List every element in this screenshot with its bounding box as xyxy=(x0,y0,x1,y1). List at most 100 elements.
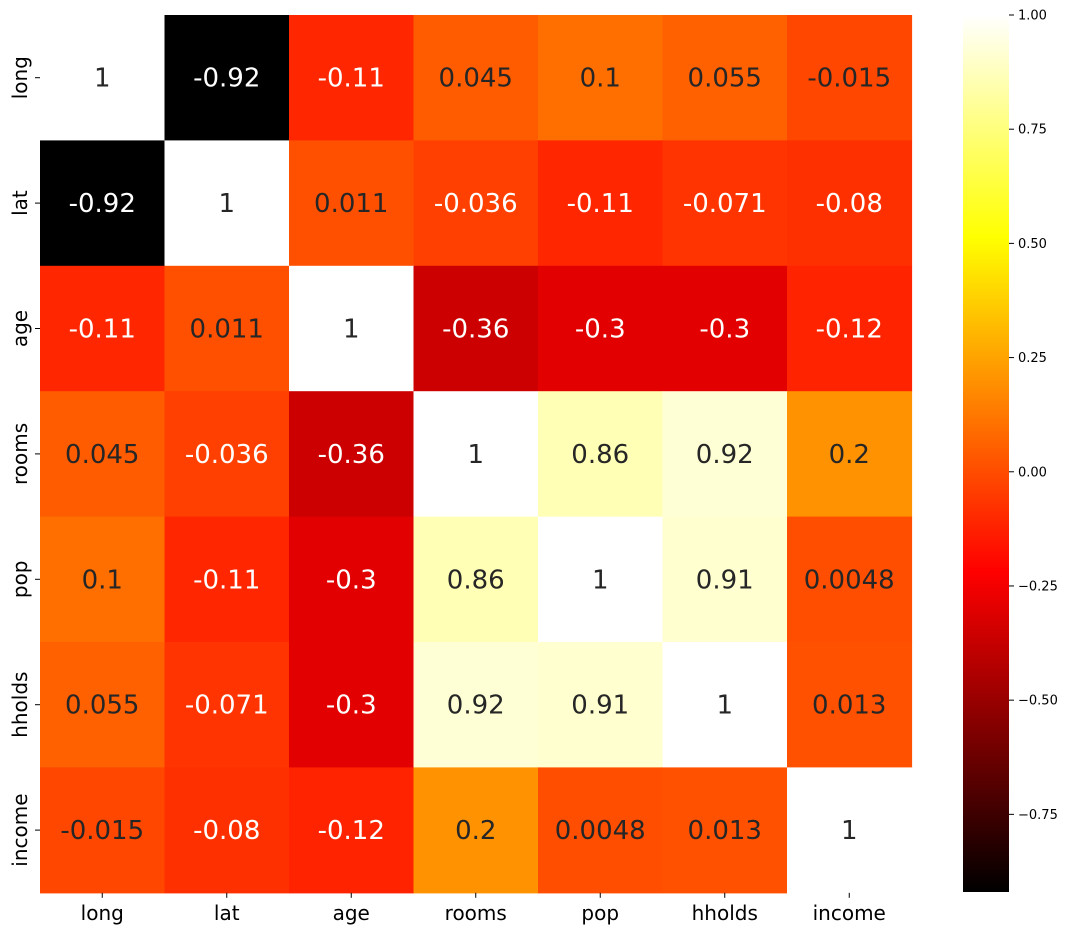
colorbar-tick-label: −0.75 xyxy=(1018,808,1058,823)
cell-value-label: -0.92 xyxy=(69,189,136,219)
cell-value-label: -0.11 xyxy=(318,64,385,94)
y-tick-label: lat xyxy=(8,190,32,216)
x-tick-label: pop xyxy=(581,901,619,925)
heatmap-cell-income-income xyxy=(787,767,913,894)
heatmap-cell-lat-lat xyxy=(164,140,290,267)
heatmap-cell-income-age xyxy=(289,767,415,894)
heatmap-cell-age-hholds xyxy=(662,265,788,392)
heatmap-cell-pop-pop xyxy=(538,516,664,643)
cell-value-label: -0.015 xyxy=(807,64,891,94)
colorbar: 1.00 0.75 0.50 0.25 0.00 −0.25 −0.50 −0.75 xyxy=(963,9,1058,892)
cell-value-label: -0.36 xyxy=(442,315,509,345)
heatmap-cell-rooms-hholds xyxy=(662,391,788,518)
cell-value-label: -0.036 xyxy=(185,440,269,470)
x-tick-label: rooms xyxy=(445,901,507,925)
cell-value-label: 0.2 xyxy=(455,816,496,846)
heatmap-cell-hholds-pop xyxy=(538,642,664,768)
heatmap-cell-long-long xyxy=(40,15,166,141)
heatmap-cell-long-lat xyxy=(164,15,290,141)
cell-value-label: 0.011 xyxy=(190,315,264,345)
heatmap-cell-long-age xyxy=(289,15,415,141)
heatmap-cell-income-lat xyxy=(164,767,290,894)
x-tick-label: long xyxy=(81,901,124,925)
cell-value-label: 0.86 xyxy=(447,565,505,595)
heatmap-cell-lat-long xyxy=(40,140,166,267)
heatmap-cell-age-pop xyxy=(538,265,664,392)
heatmap-cell-income-hholds xyxy=(662,767,788,894)
heatmap-cell-lat-pop xyxy=(538,140,664,267)
y-tick-label: pop xyxy=(8,560,32,598)
heatmap-cell-long-hholds xyxy=(662,15,788,141)
colorbar-tick-label: −0.25 xyxy=(1018,579,1058,594)
cell-value-label: -0.071 xyxy=(683,189,767,219)
cell-value-label: 0.2 xyxy=(829,440,870,470)
heatmap-cell-rooms-rooms xyxy=(413,391,539,518)
colorbar-tick-label: 0.00 xyxy=(1018,465,1047,480)
colorbar-tick-label: 0.50 xyxy=(1018,237,1047,252)
heatmap-cells xyxy=(40,15,913,894)
heatmap-cell-income-rooms xyxy=(413,767,539,894)
cell-value-label: -0.3 xyxy=(326,691,377,721)
cell-value-label: -0.08 xyxy=(816,189,883,219)
cell-value-label: 0.013 xyxy=(688,816,762,846)
cell-value-label: 0.92 xyxy=(447,691,505,721)
cell-value-label: 0.0048 xyxy=(555,816,646,846)
heatmap-cell-age-income xyxy=(787,265,913,392)
colorbar-tick-label: 0.75 xyxy=(1018,123,1047,138)
heatmap-cell-pop-hholds xyxy=(662,516,788,643)
heatmap-cell-hholds-income xyxy=(787,642,913,768)
cell-value-label: 0.1 xyxy=(580,64,621,94)
cell-value-label: 1 xyxy=(841,816,858,846)
y-tick-label: long xyxy=(8,56,32,99)
heatmap-cell-long-income xyxy=(787,15,913,141)
cell-value-label: -0.3 xyxy=(699,315,750,345)
heatmap-cell-hholds-rooms xyxy=(413,642,539,768)
y-tick-label: rooms xyxy=(8,423,32,485)
heatmap-cell-age-rooms xyxy=(413,265,539,392)
cell-value-label: 0.92 xyxy=(696,440,754,470)
heatmap-annotations: 1 -0.92 -0.11 0.045 0.1 0.055 -0.015 -0.92 1 0.01… xyxy=(60,64,894,846)
cell-value-label: 1 xyxy=(343,315,360,345)
heatmap-cell-lat-rooms xyxy=(413,140,539,267)
heatmap-cell-hholds-long xyxy=(40,642,166,768)
heatmap-cell-rooms-pop xyxy=(538,391,664,518)
cell-value-label: 1 xyxy=(592,565,609,595)
cell-value-label: -0.11 xyxy=(193,565,260,595)
cell-value-label: -0.08 xyxy=(193,816,260,846)
cell-value-label: -0.36 xyxy=(318,440,385,470)
heatmap-cell-rooms-income xyxy=(787,391,913,518)
colorbar-tick-label: −0.50 xyxy=(1018,694,1058,709)
cell-value-label: -0.12 xyxy=(318,816,385,846)
x-tick-label: lat xyxy=(214,901,240,925)
cell-value-label: 0.1 xyxy=(82,565,123,595)
cell-value-label: 0.013 xyxy=(812,691,886,721)
cell-value-label: 0.011 xyxy=(314,189,388,219)
heatmap-cell-pop-lat xyxy=(164,516,290,643)
heatmap-cell-long-rooms xyxy=(413,15,539,141)
y-tick-label: hholds xyxy=(8,672,32,738)
y-axis: long lat age rooms pop hholds income xyxy=(8,56,40,867)
heatmap-cell-lat-hholds xyxy=(662,140,788,267)
cell-value-label: -0.015 xyxy=(60,816,144,846)
cell-value-label: -0.036 xyxy=(434,189,518,219)
cell-value-label: 0.055 xyxy=(688,64,762,94)
heatmap-cell-lat-age xyxy=(289,140,415,267)
heatmap-cell-lat-income xyxy=(787,140,913,267)
x-tick-label: income xyxy=(813,901,886,925)
heatmap-cell-pop-rooms xyxy=(413,516,539,643)
heatmap-cell-hholds-hholds xyxy=(662,642,788,768)
cell-value-label: -0.3 xyxy=(575,315,626,345)
cell-value-label: 0.91 xyxy=(571,691,629,721)
heatmap-cell-pop-long xyxy=(40,516,166,643)
cell-value-label: -0.92 xyxy=(193,64,260,94)
heatmap-cell-age-long xyxy=(40,265,166,392)
cell-value-label: 1 xyxy=(218,189,235,219)
heatmap-cell-pop-income xyxy=(787,516,913,643)
heatmap-cell-rooms-age xyxy=(289,391,415,518)
colorbar-gradient xyxy=(963,15,1009,892)
cell-value-label: -0.071 xyxy=(185,691,269,721)
cell-value-label: -0.12 xyxy=(816,315,883,345)
heatmap-cell-rooms-long xyxy=(40,391,166,518)
heatmap-cell-income-long xyxy=(40,767,166,894)
cell-value-label: 1 xyxy=(716,691,733,721)
